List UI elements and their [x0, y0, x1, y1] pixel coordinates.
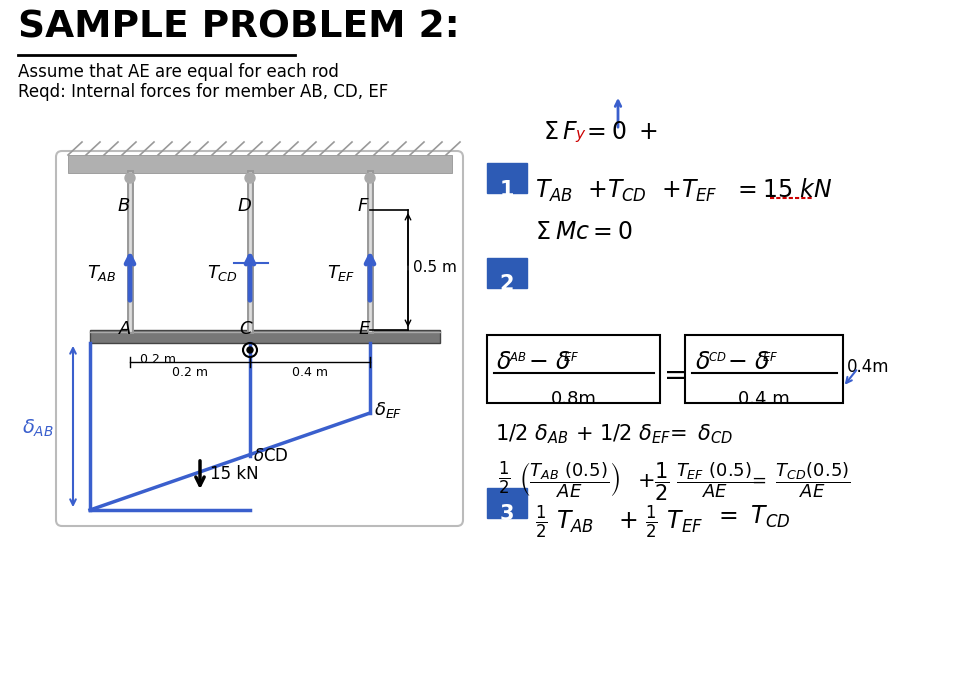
Text: 0.8m: 0.8m — [551, 390, 597, 408]
Text: 0.5 m: 0.5 m — [412, 260, 456, 275]
Text: 0.4 m: 0.4 m — [292, 366, 328, 379]
Text: =: = — [663, 362, 687, 390]
FancyBboxPatch shape — [486, 488, 527, 518]
Text: C: C — [238, 320, 252, 338]
Text: $\delta$: $\delta$ — [496, 350, 511, 374]
Text: SAMPLE PROBLEM 2:: SAMPLE PROBLEM 2: — [18, 10, 459, 46]
Text: $T_{AB}$: $T_{AB}$ — [534, 178, 573, 204]
Bar — [68, 155, 452, 173]
FancyBboxPatch shape — [56, 151, 462, 526]
Text: $=\ \delta_{CD}$: $=\ \delta_{CD}$ — [664, 422, 732, 445]
Text: A: A — [119, 320, 132, 338]
FancyBboxPatch shape — [486, 258, 527, 288]
Text: $T_{AB}$: $T_{AB}$ — [86, 263, 116, 283]
Text: $F$: $F$ — [561, 120, 578, 144]
Text: $_{EF}$: $_{EF}$ — [562, 346, 579, 364]
Text: $T_{CD}$: $T_{CD}$ — [207, 263, 237, 283]
FancyBboxPatch shape — [486, 335, 659, 403]
Text: F: F — [357, 197, 368, 215]
Text: $\delta$: $\delta$ — [694, 350, 709, 374]
Text: $-\ \delta$: $-\ \delta$ — [727, 350, 769, 374]
Text: $_{EF}$: $_{EF}$ — [761, 346, 777, 364]
Text: 0.2 m: 0.2 m — [140, 353, 176, 366]
Text: $T_{EF}$: $T_{EF}$ — [680, 178, 717, 204]
Text: $\frac{1}{2}\ T_{AB}$: $\frac{1}{2}\ T_{AB}$ — [534, 504, 594, 542]
Text: $_{AB}$: $_{AB}$ — [508, 346, 527, 364]
Circle shape — [247, 347, 253, 353]
Circle shape — [245, 173, 255, 183]
Text: Assume that AE are equal for each rod: Assume that AE are equal for each rod — [18, 63, 338, 81]
Text: $\left(\dfrac{T_{AB}\ (0.5)}{AE}\right)$: $\left(\dfrac{T_{AB}\ (0.5)}{AE}\right)$ — [519, 460, 620, 500]
Circle shape — [364, 173, 375, 183]
Text: $+$: $+$ — [586, 178, 605, 202]
Text: 0.4 m: 0.4 m — [737, 390, 789, 408]
Text: 2: 2 — [499, 274, 514, 294]
Text: $\frac{1}{2}$: $\frac{1}{2}$ — [498, 460, 510, 497]
Text: B: B — [118, 197, 131, 215]
Circle shape — [125, 173, 135, 183]
Text: E: E — [358, 320, 370, 338]
Text: $Mc = 0$: $Mc = 0$ — [554, 220, 632, 244]
Text: $+\ 1/2\ \delta_{EF}$: $+\ 1/2\ \delta_{EF}$ — [575, 422, 671, 445]
Text: $\Sigma$: $\Sigma$ — [534, 220, 550, 244]
Text: 0.2 m: 0.2 m — [172, 366, 208, 379]
Text: $=0$: $=0$ — [581, 120, 626, 144]
Text: $+$: $+$ — [637, 120, 656, 144]
Text: $y$: $y$ — [575, 128, 586, 144]
Text: Reqd: Internal forces for member AB, CD, EF: Reqd: Internal forces for member AB, CD,… — [18, 83, 388, 101]
Text: 1: 1 — [499, 180, 514, 200]
Text: $\delta_{EF}$: $\delta_{EF}$ — [374, 400, 402, 420]
Text: $\Sigma$: $\Sigma$ — [542, 120, 558, 144]
Text: $\dfrac{T_{EF}\ (0.5)}{AE}$: $\dfrac{T_{EF}\ (0.5)}{AE}$ — [676, 460, 752, 500]
Bar — [90, 330, 439, 343]
Text: $_{CD}$: $_{CD}$ — [707, 346, 726, 364]
Text: 15 kN: 15 kN — [209, 465, 259, 483]
FancyBboxPatch shape — [684, 335, 842, 403]
Text: $=\ \dfrac{T_{CD}(0.5)}{AE}$: $=\ \dfrac{T_{CD}(0.5)}{AE}$ — [748, 460, 850, 500]
Text: $1/2\ \delta_{AB}$: $1/2\ \delta_{AB}$ — [495, 422, 568, 445]
Text: D: D — [237, 197, 252, 215]
Text: $T_{CD}$: $T_{CD}$ — [606, 178, 646, 204]
Text: $+$: $+$ — [660, 178, 679, 202]
FancyBboxPatch shape — [486, 163, 527, 193]
Text: $+\ \frac{1}{2}\ T_{EF}$: $+\ \frac{1}{2}\ T_{EF}$ — [617, 504, 702, 542]
Text: $+\dfrac{1}{2}$: $+\dfrac{1}{2}$ — [636, 460, 669, 503]
Text: $= 15\ kN$: $= 15\ kN$ — [732, 178, 831, 202]
Text: $=\ T_{CD}$: $=\ T_{CD}$ — [713, 504, 790, 530]
Text: $-\ \delta$: $-\ \delta$ — [528, 350, 570, 374]
Text: $\delta_{AB}$: $\delta_{AB}$ — [22, 417, 54, 438]
Text: $\delta$CD: $\delta$CD — [253, 447, 288, 465]
Text: $T_{EF}$: $T_{EF}$ — [327, 263, 355, 283]
Text: 3: 3 — [499, 504, 514, 524]
Text: 0.4m: 0.4m — [846, 358, 889, 376]
